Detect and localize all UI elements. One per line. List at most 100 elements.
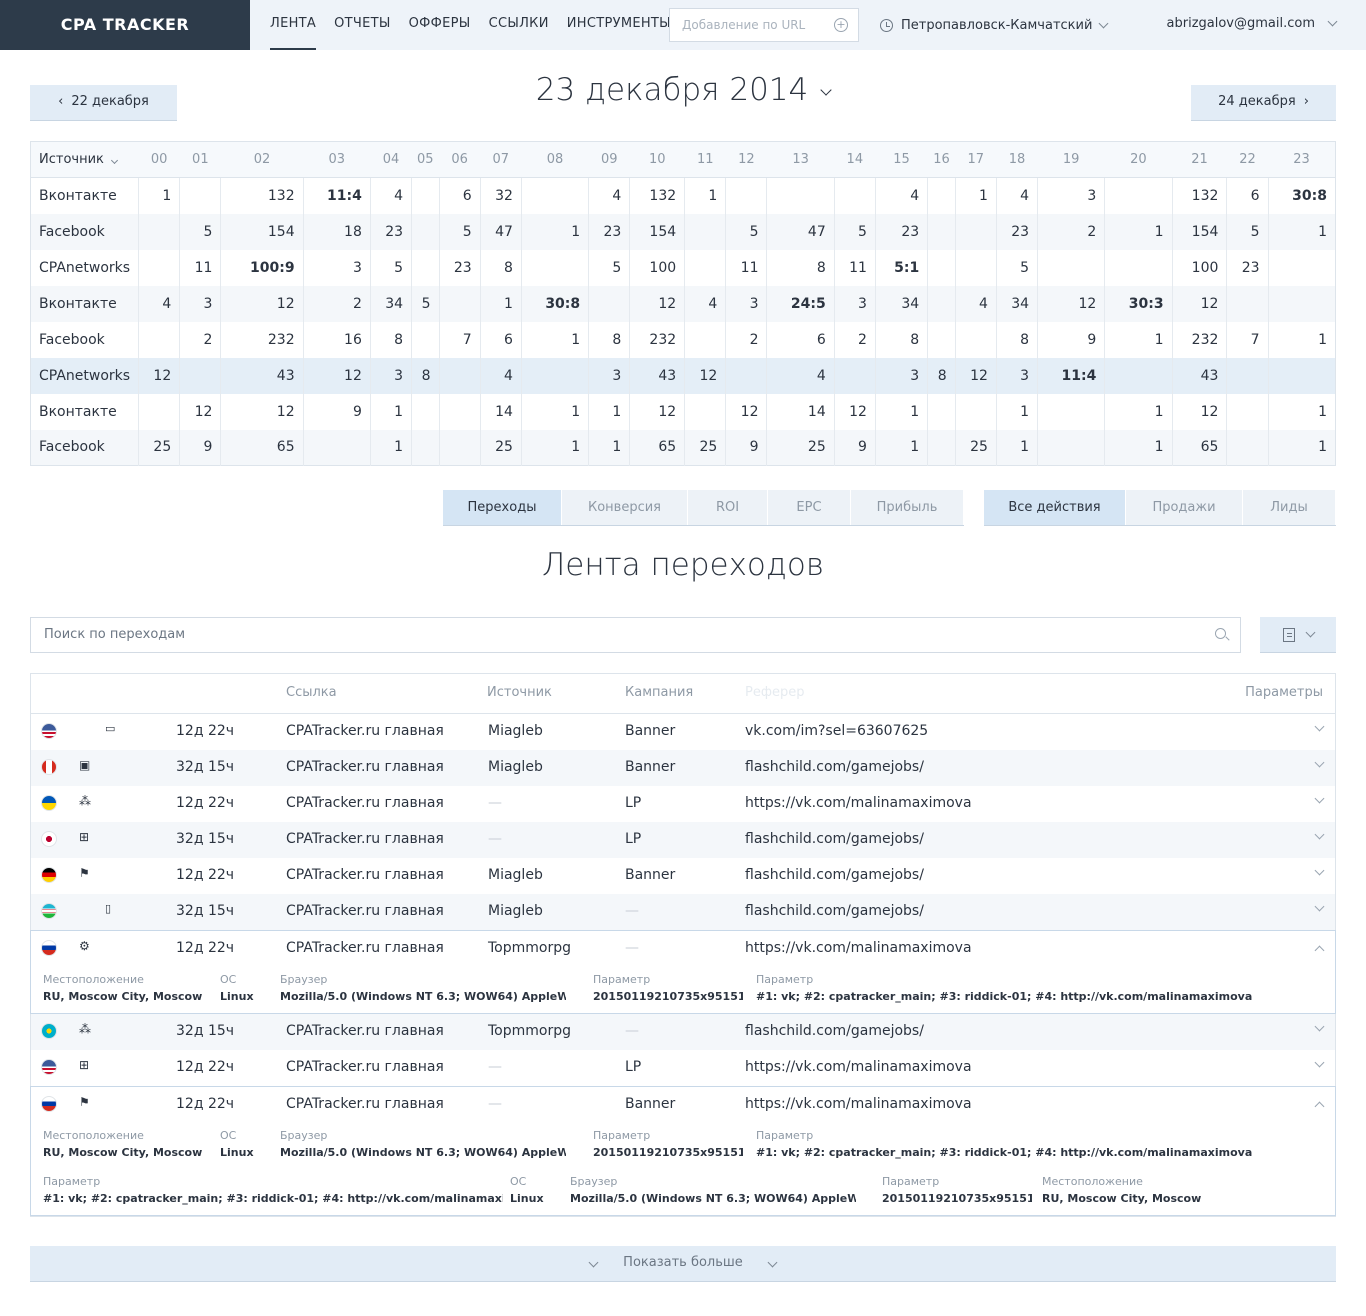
table-row[interactable]: Facebook 5 154 18 23 5 47 1 23 154 5 47 5 23 23 2 1 154 5 1 [30,213,1336,250]
plus-icon[interactable]: + [834,18,848,32]
chevron-down-icon[interactable] [1314,757,1325,768]
flag-icon [41,831,57,847]
link-name[interactable]: CPATracker.ru главная [286,903,444,919]
hour-cell: 2 [725,321,767,358]
prev-date-button[interactable]: ‹ 22 декабря [30,85,177,121]
hour-cell: 232 [1171,321,1227,358]
url-input[interactable]: Добавление по URL + [669,8,859,42]
referer[interactable]: flashchild.com/gamejobs/ [745,867,924,883]
link-name[interactable]: CPATracker.ru главная [286,1023,444,1039]
referer[interactable]: flashchild.com/gamejobs/ [745,903,924,919]
link-name[interactable]: CPATracker.ru главная [286,759,444,775]
nav-feed[interactable]: ЛЕНТА [270,0,317,50]
chevron-down-icon[interactable] [1314,1021,1325,1032]
search-input[interactable]: Поиск по переходам [30,617,1241,653]
source-cell: Facebook [30,213,139,250]
referer[interactable]: https://vk.com/malinamaximova [745,940,972,956]
date-title[interactable]: 23 декабря 2014 [0,72,1366,108]
link-name[interactable]: CPATracker.ru главная [286,867,444,883]
list-item[interactable]: ▯ 32д 15ч CPATracker.ru главная Miagleb — fla… [31,894,1335,930]
nav-offers[interactable]: ОФФЕРЫ [408,16,471,31]
windows-icon: ⊞ [79,1058,90,1072]
chevron-down-icon[interactable] [1314,829,1325,840]
referer[interactable]: https://vk.com/malinamaximova [745,795,972,811]
link-name[interactable]: CPATracker.ru главная [286,723,444,739]
table-row[interactable]: Facebook 2 232 16 8 7 6 1 8 232 2 6 2 8 8 9 1 232 7 1 [31,321,1336,358]
link-name[interactable]: CPATracker.ru главная [286,1096,444,1112]
link-name[interactable]: CPATracker.ru главная [286,940,444,956]
city-selector[interactable]: Петропавловск-Камчатский [880,0,1109,50]
table-row[interactable]: CPAnetworks 11 100:9 3 5 23 8 5 100 11 8 11 5:1 5 100 2… [31,249,1336,286]
referer[interactable]: flashchild.com/gamejobs/ [745,1023,924,1039]
hour-header: 20 [1104,141,1173,178]
hour-header: 04 [370,141,412,178]
detail-label: Параметр [43,1175,101,1188]
detail-label: ОС [220,973,237,986]
nav-links[interactable]: ССЫЛКИ [488,16,549,31]
chevron-down-icon[interactable] [1314,901,1325,912]
hour-cell: 154 [629,213,685,250]
hour-cell: 8 [927,357,956,394]
list-item[interactable]: ⁂ 32д 15ч CPATracker.ru главная Topmmorpg — f… [31,1014,1335,1050]
list-item[interactable]: ⁂ 12д 22ч CPATracker.ru главная — LP https://… [31,786,1335,822]
chevron-down-icon[interactable] [1314,865,1325,876]
tab-conversion[interactable]: Конверсия [562,490,688,525]
chevron-down-icon[interactable] [1314,1057,1325,1068]
export-button[interactable] [1260,617,1336,653]
chevron-down-icon[interactable] [1314,793,1325,804]
logo[interactable]: CPA TRACKER [0,0,250,50]
list-item[interactable]: ⚑ 12д 22ч CPATracker.ru главная — Banner http… [31,1087,1335,1123]
referer[interactable]: https://vk.com/malinamaximova [745,1059,972,1075]
table-row[interactable]: Вконтакте 12 12 9 1 14 1 1 12 12 14 12 1 1 1 12 1 [31,393,1336,430]
flag-icon [41,1096,57,1112]
chevron-down-icon[interactable] [1314,721,1325,732]
referer[interactable]: https://vk.com/malinamaximova [745,1096,972,1112]
list-item[interactable]: ▣ 32д 15ч CPATracker.ru главная Miagleb Bann… [31,750,1335,786]
detail-label: Браузер [570,1175,618,1188]
tab-leads[interactable]: Лиды [1243,490,1336,525]
hour-cell [1037,429,1105,466]
tab-roi[interactable]: ROI [688,490,768,525]
list-item[interactable]: ⊞ 12д 22ч CPATracker.ru главная — LP https://… [31,1050,1335,1086]
table-row[interactable]: Вконтакте 1 132 11:4 4 6 32 4 132 1 4 1 4 3 132 6 30:8 [31,177,1336,214]
nav-tools[interactable]: ИНСТРУМЕНТЫ [566,16,671,31]
tab-profit[interactable]: Прибыль [851,490,964,525]
time-ago: 12д 22ч [176,1059,235,1075]
hour-cell: 1 [369,393,412,430]
hour-cell: 1 [138,177,180,214]
hour-cell: 5 [833,213,876,250]
next-date-button[interactable]: 24 декабря › [1191,85,1336,121]
referer[interactable]: flashchild.com/gamejobs/ [745,831,924,847]
user-menu[interactable]: abrizgalov@gmail.com [1167,0,1338,47]
chevron-up-icon[interactable] [1314,945,1325,956]
hour-cell: 23 [369,213,412,250]
source-column-header[interactable]: Источник [30,141,139,178]
link-name[interactable]: CPATracker.ru главная [286,831,444,847]
link-name[interactable]: CPATracker.ru главная [286,1059,444,1075]
table-row[interactable]: CPAnetworks 12 43 12 3 8 4 3 43 12 4 3 8 12 3 11:4 43 [30,357,1336,394]
highlighted-value: 30:3 [1128,295,1164,312]
hour-cell [684,249,726,286]
list-item[interactable]: ▭ 12д 22ч CPATracker.ru главная Miagleb Bann… [31,714,1335,750]
tab-epc[interactable]: EPC [768,490,851,525]
search-icon[interactable] [1215,628,1226,639]
source-header-label: Источник [39,152,104,167]
chevron-up-icon[interactable] [1314,1101,1325,1112]
hour-cell: 12 [629,285,685,322]
tab-sales[interactable]: Продажи [1126,490,1243,525]
tab-clicks[interactable]: Переходы [443,490,562,525]
referer[interactable]: vk.com/im?sel=63607625 [745,723,929,739]
referer[interactable]: flashchild.com/gamejobs/ [745,759,924,775]
list-item[interactable]: ⚙ 12д 22ч CPATracker.ru главная Topmmorpg — h… [31,931,1335,967]
tab-all-actions[interactable]: Все действия [984,490,1126,525]
hour-cell: 9 [833,429,876,466]
show-more-button[interactable]: Показать больше [30,1246,1336,1282]
nav-reports[interactable]: ОТЧЕТЫ [334,16,391,31]
hour-header: 07 [480,141,522,178]
list-item[interactable]: ⊞ 32д 15ч CPATracker.ru главная — LP flashchi… [31,822,1335,858]
hour-cell: 3 [833,285,876,322]
table-row[interactable]: Facebook 25 9 65 1 25 1 1 65 25 9 25 9 1 25 1 1 65 1 [30,429,1336,466]
link-name[interactable]: CPATracker.ru главная [286,795,444,811]
list-item[interactable]: ⚑ 12д 22ч CPATracker.ru главная Miagleb Bann… [31,858,1335,894]
table-row[interactable]: Вконтакте 4 3 12 2 34 5 1 30:8 12 4 3 24:5 3 34 4 34 12 30… [30,285,1336,322]
